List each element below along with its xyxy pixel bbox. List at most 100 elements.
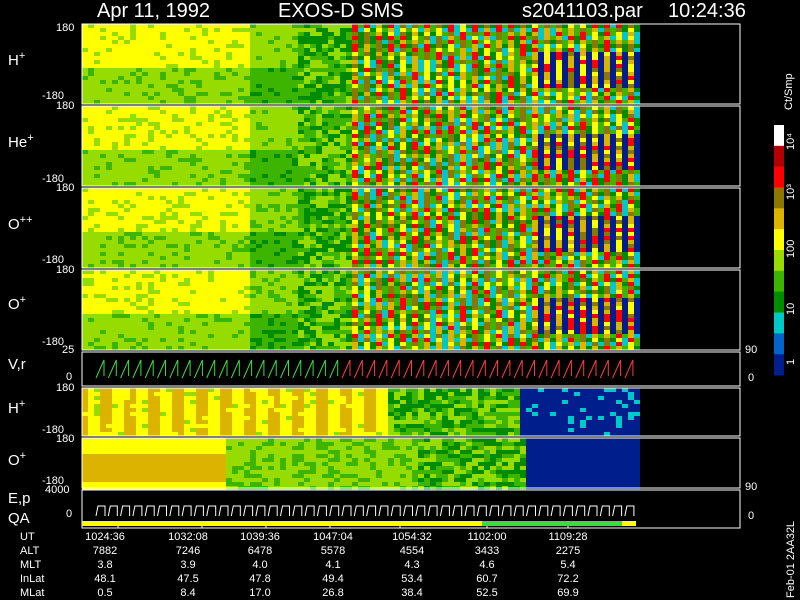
velocity-trace — [390, 359, 400, 379]
velocity-trace — [612, 359, 622, 379]
energy-trace — [612, 505, 623, 517]
tick-p2-bottom: -180 — [42, 173, 65, 185]
energy-trace — [341, 505, 352, 517]
table-cell: 7246 — [175, 545, 201, 557]
energy-trace — [452, 505, 463, 517]
tick-p3-bottom: -180 — [42, 254, 65, 266]
velocity-trace — [243, 359, 253, 379]
table-cell: 8.4 — [180, 587, 196, 599]
velocity-trace — [427, 359, 437, 379]
energy-trace — [538, 505, 549, 517]
energy-trace — [107, 505, 118, 517]
tick-p8-right-top: 90 — [745, 481, 758, 493]
table-cell: 1109:28 — [548, 531, 588, 543]
spectrogram-h-plus-2 — [82, 388, 640, 436]
energy-trace — [439, 505, 450, 517]
tick-p4-top: 180 — [56, 264, 75, 276]
tick-p1-bottom: -180 — [42, 90, 65, 102]
spectrogram-he-plus — [82, 106, 640, 186]
colorbar-segment — [774, 208, 784, 230]
energy-trace — [157, 505, 167, 517]
table-cell: 7882 — [92, 545, 118, 557]
table-row-label: MLT — [20, 559, 42, 571]
velocity-trace — [218, 359, 228, 379]
energy-trace — [304, 505, 315, 517]
qa-bar-end — [622, 521, 636, 526]
panel-frame — [81, 187, 741, 269]
table-cell: 72.2 — [557, 573, 579, 585]
colorbar-segment — [774, 166, 784, 188]
velocity-trace — [624, 359, 634, 379]
plot-date: Apr 11, 1992 — [97, 0, 211, 22]
spectrogram-o-plus — [82, 270, 640, 350]
panel-label-o-plusplus: O++ — [8, 214, 33, 233]
energy-trace — [390, 505, 401, 517]
table-cell: 1024:36 — [85, 531, 125, 543]
tick-p5-top: 25 — [62, 344, 75, 356]
energy-trace — [120, 505, 131, 517]
velocity-trace — [599, 359, 609, 379]
panel-label-h-plus-2: H+ — [8, 398, 26, 417]
velocity-trace — [169, 359, 179, 379]
table-cell: 26.8 — [322, 587, 344, 599]
energy-trace — [255, 505, 266, 517]
tick-p5-right-top: 90 — [745, 344, 758, 356]
spectrogram-o-plusplus — [82, 188, 640, 268]
table-cell: 48.1 — [94, 573, 116, 585]
velocity-trace — [378, 359, 388, 379]
table-cell: 3.9 — [180, 559, 196, 571]
energy-trace — [526, 505, 536, 517]
table-cell: 4.3 — [404, 559, 420, 571]
table-cell: 6478 — [247, 545, 273, 557]
energy-trace — [292, 505, 303, 517]
tick-p5-bottom: 0 — [66, 371, 73, 383]
velocity-trace — [403, 359, 412, 379]
footer-side-label: Feb-01 2AA32L — [785, 520, 797, 598]
velocity-trace — [562, 359, 572, 379]
colorbar-unit: Ct/Smp — [783, 73, 795, 110]
energy-trace — [243, 505, 254, 517]
energy-trace — [575, 505, 586, 517]
table-cell: 3.8 — [97, 559, 113, 571]
energy-trace — [181, 505, 192, 517]
table-cell: 69.9 — [557, 587, 579, 599]
velocity-trace — [476, 359, 486, 379]
table-cell: 0.5 — [97, 587, 113, 599]
velocity-trace — [95, 359, 105, 379]
qa-label: QA — [8, 510, 30, 527]
panel-label-he-plus: He+ — [8, 132, 34, 151]
panel-label-o-plus-2: O+ — [8, 450, 27, 469]
panel-label-ep: E,p — [8, 490, 31, 507]
colorbar-segment — [774, 229, 784, 251]
energy-trace — [193, 505, 204, 517]
energy-trace — [624, 505, 635, 517]
colorbar-segment — [774, 250, 784, 272]
table-cell: 1054:32 — [392, 531, 432, 543]
tick-p3-top: 180 — [56, 182, 75, 194]
panel-frame — [81, 23, 741, 105]
panel-frame — [81, 351, 741, 387]
velocity-trace — [513, 359, 523, 379]
velocity-trace — [292, 359, 302, 379]
tick-p8-bottom: 0 — [66, 508, 73, 520]
velocity-trace — [489, 359, 499, 379]
energy-trace — [95, 505, 106, 517]
velocity-trace — [538, 359, 548, 379]
table-cell: 17.0 — [249, 587, 271, 599]
energy-trace — [476, 505, 487, 517]
velocity-trace — [280, 359, 289, 379]
tick-p1-top: 180 — [56, 22, 75, 34]
velocity-trace — [206, 359, 216, 379]
energy-trace — [316, 505, 327, 517]
colorbar-tick-10: 10 — [785, 302, 797, 315]
colorbar-tick-1e4: 10⁴ — [785, 133, 797, 150]
table-cell: 60.7 — [476, 573, 498, 585]
velocity-trace — [550, 359, 560, 379]
velocity-trace — [193, 359, 203, 379]
energy-trace — [218, 505, 229, 517]
energy-trace — [366, 505, 377, 517]
tick-p8-right-bottom: 0 — [748, 510, 755, 522]
energy-trace — [206, 505, 217, 517]
colorbar-segment — [774, 333, 784, 355]
